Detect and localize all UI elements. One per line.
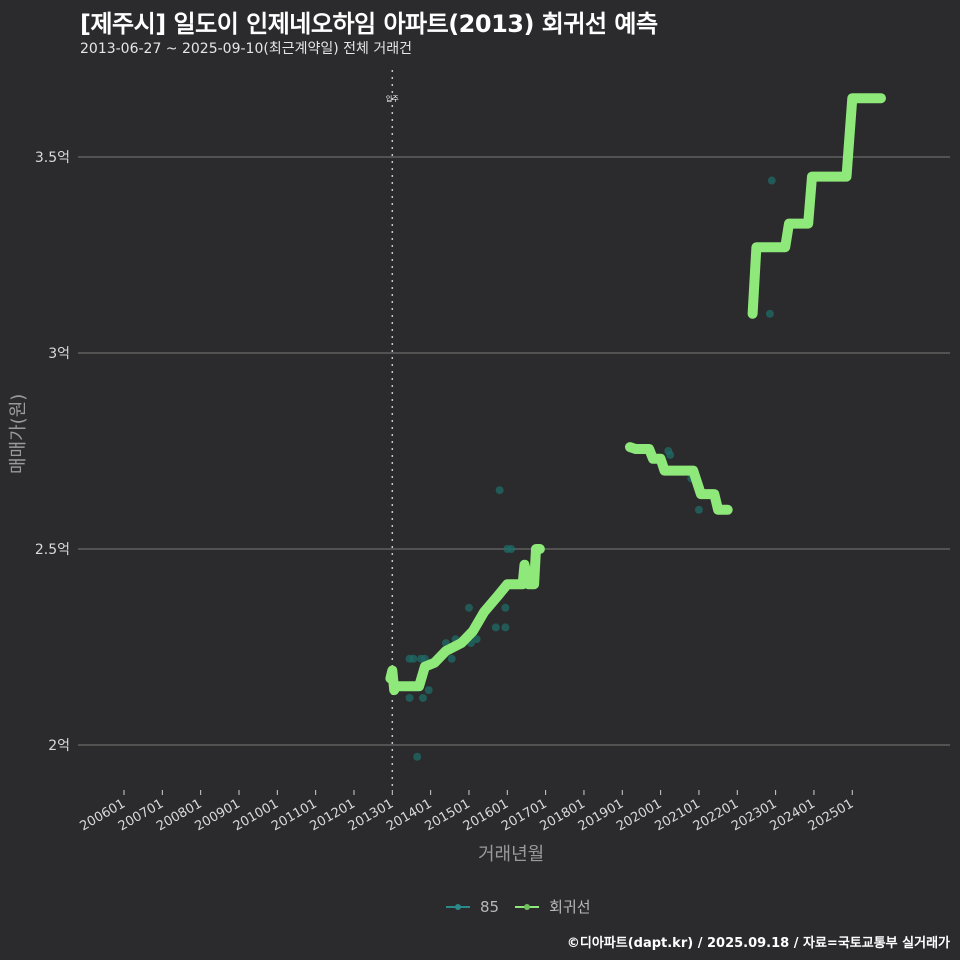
regression-segment	[625, 442, 733, 515]
data-point	[495, 486, 504, 495]
regression-line	[385, 93, 886, 696]
data-point	[413, 752, 422, 761]
legend-item-85[interactable]: 85	[446, 898, 499, 916]
data-point	[447, 654, 456, 663]
data-point	[418, 693, 427, 702]
x-axis-label: 거래년월	[478, 844, 545, 865]
chart-title: [제주시] 일도이 인제네오하임 아파트(2013) 회귀선 예측	[80, 10, 658, 38]
gridlines	[78, 156, 950, 746]
move-in-label: 입주	[386, 95, 399, 103]
x-axis-ticks: 2006012007012008012009012010012011012012…	[78, 790, 856, 834]
data-point	[507, 545, 516, 553]
scatter-points-85	[405, 176, 776, 761]
y-tick-label: 3억	[48, 346, 70, 362]
y-tick-label: 2억	[48, 738, 70, 754]
y-axis-label: 매매가(원)	[8, 393, 29, 474]
data-point	[424, 686, 433, 695]
source-caption: ©디아파트(dapt.kr) / 2025.09.18 / 자료=국토교통부 실…	[566, 936, 950, 951]
legend: 85 회귀선	[446, 896, 599, 917]
data-point	[491, 623, 500, 632]
legend-item-regression[interactable]: 회귀선	[515, 896, 591, 917]
data-point	[501, 623, 510, 632]
chart-subtitle: 2013-06-27 ~ 2025-09-10(최근계약일) 전체 거래건	[80, 41, 412, 57]
legend-label-85: 85	[480, 897, 500, 916]
legend-label-regression: 회귀선	[549, 898, 591, 916]
data-point	[694, 505, 703, 514]
regression-segment	[747, 93, 886, 319]
legend-key-regression-icon	[515, 902, 540, 912]
data-point	[409, 654, 418, 663]
data-point	[472, 635, 481, 644]
data-point	[405, 693, 414, 702]
data-point	[666, 450, 675, 459]
move-in-marker-line: 입주	[386, 70, 399, 790]
legend-key-85-icon	[446, 902, 470, 912]
data-point	[765, 309, 774, 318]
data-point	[767, 176, 776, 185]
y-tick-label: 2.5억	[35, 542, 70, 558]
data-point	[501, 603, 510, 612]
data-point	[464, 603, 473, 612]
y-axis-ticks: 2억 2.5억 3억 3.5억	[35, 150, 70, 754]
y-tick-label: 3.5억	[35, 150, 70, 166]
regression-segment	[385, 544, 545, 696]
